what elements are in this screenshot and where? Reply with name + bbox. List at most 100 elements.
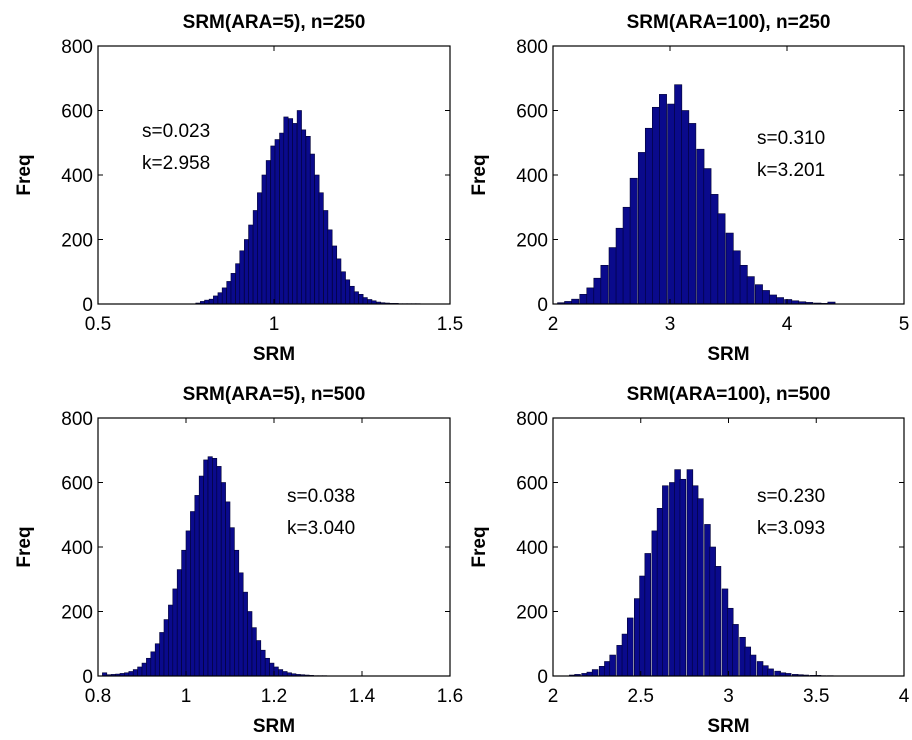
histogram-bar bbox=[212, 458, 218, 677]
histogram-bar bbox=[717, 213, 726, 305]
y-axis-label: Freq bbox=[469, 526, 490, 567]
histogram-bar bbox=[128, 671, 134, 677]
histogram-bar bbox=[159, 632, 165, 677]
histogram-bar bbox=[644, 127, 653, 305]
histogram-bar bbox=[679, 478, 687, 677]
histogram-bar bbox=[358, 294, 364, 305]
histogram-bar bbox=[301, 129, 307, 305]
histogram-bar bbox=[305, 136, 311, 305]
x-tick-label: 5 bbox=[899, 314, 910, 335]
histogram-bar bbox=[749, 654, 757, 677]
kurtosis-annotation: k=3.201 bbox=[757, 160, 825, 181]
histogram-bar bbox=[208, 298, 214, 305]
histogram-bar bbox=[639, 575, 646, 677]
y-tick-label: 0 bbox=[82, 295, 93, 316]
histogram-bar bbox=[229, 527, 235, 677]
kurtosis-annotation: k=2.958 bbox=[142, 153, 210, 174]
histogram-bar bbox=[176, 569, 182, 677]
histogram-bar bbox=[260, 649, 266, 677]
histogram-bar bbox=[220, 482, 226, 677]
histogram-bar bbox=[273, 666, 279, 677]
histogram-bar bbox=[746, 276, 755, 305]
histogram-bar bbox=[269, 662, 275, 677]
histogram-bar bbox=[283, 116, 289, 305]
histogram-bar bbox=[261, 174, 267, 305]
histogram-bar bbox=[318, 192, 324, 305]
histogram-bar bbox=[309, 153, 315, 305]
y-tick-label: 600 bbox=[516, 474, 548, 495]
histogram-bar bbox=[203, 459, 209, 677]
histogram-bar bbox=[762, 665, 769, 677]
histogram-bar bbox=[242, 591, 248, 677]
histogram-bar bbox=[207, 456, 213, 677]
histogram-bar bbox=[615, 227, 624, 305]
histogram-bar bbox=[256, 640, 262, 677]
histogram-bar bbox=[349, 285, 355, 305]
histogram-bar bbox=[609, 654, 616, 677]
histogram-bar bbox=[725, 232, 734, 305]
histogram-bar bbox=[571, 298, 580, 305]
histogram-bar bbox=[732, 624, 739, 677]
histogram-bar bbox=[251, 627, 257, 677]
x-axis-label: SRM bbox=[707, 344, 749, 365]
x-axis-label: SRM bbox=[707, 716, 749, 737]
histogram-bar bbox=[213, 295, 219, 305]
histogram-bar bbox=[367, 299, 373, 305]
x-tick-label: 2 bbox=[548, 686, 559, 707]
y-tick-label: 400 bbox=[516, 538, 548, 559]
histogram-bar bbox=[362, 297, 368, 305]
histogram-bar bbox=[252, 210, 258, 305]
x-tick-label: 3 bbox=[723, 686, 734, 707]
chart-panel-1: 0.5 1 1.5 0 200 400 600 800 SRM(ARA=5), n=250 SRM… bbox=[14, 12, 463, 365]
y-tick-label: 400 bbox=[61, 166, 93, 187]
histogram-bar bbox=[141, 662, 147, 677]
y-tick-label: 400 bbox=[61, 538, 93, 559]
y-axis-label: Freq bbox=[469, 154, 490, 195]
histogram-bar bbox=[637, 152, 646, 305]
histogram-bar bbox=[332, 245, 338, 305]
histogram-bar bbox=[622, 206, 631, 305]
histogram-bar bbox=[696, 148, 705, 305]
histogram-bar bbox=[667, 103, 676, 305]
y-tick-label: 800 bbox=[61, 409, 93, 430]
kurtosis-annotation: k=3.040 bbox=[287, 518, 355, 539]
y-tick-label: 0 bbox=[537, 667, 548, 688]
histogram-bar bbox=[226, 281, 232, 305]
histogram-bar bbox=[154, 643, 160, 677]
histogram-bar bbox=[264, 657, 270, 677]
y-tick-label: 800 bbox=[61, 37, 93, 58]
histogram-bar bbox=[168, 604, 174, 677]
histogram-bar bbox=[761, 290, 770, 305]
y-tick-label: 800 bbox=[516, 37, 548, 58]
histogram-bar bbox=[644, 553, 651, 677]
x-axis-label: SRM bbox=[253, 344, 295, 365]
histogram-bar bbox=[279, 132, 285, 305]
histogram-bar bbox=[282, 671, 288, 677]
histogram-bar bbox=[697, 498, 704, 677]
chart-panel-2: 2 3 4 5 0 200 400 600 800 SRM(ARA=100), n=250 SRM F… bbox=[469, 12, 909, 365]
x-tick-label: 4 bbox=[899, 686, 910, 707]
histogram-bar bbox=[244, 239, 250, 305]
x-tick-label: 1.6 bbox=[437, 686, 463, 707]
histogram-bar bbox=[340, 271, 346, 305]
y-tick-label: 600 bbox=[516, 102, 548, 123]
histogram-bar bbox=[688, 123, 697, 305]
x-tick-label: 1.5 bbox=[437, 314, 463, 335]
y-tick-label: 400 bbox=[516, 166, 548, 187]
x-tick-label: 4 bbox=[782, 314, 793, 335]
chart-title: SRM(ARA=100), n=250 bbox=[627, 12, 831, 33]
histogram-bar bbox=[292, 123, 298, 305]
histogram-bar bbox=[593, 277, 602, 305]
chart-title: SRM(ARA=100), n=500 bbox=[627, 384, 831, 405]
y-tick-label: 800 bbox=[516, 409, 548, 430]
histogram-bar bbox=[198, 475, 204, 677]
histogram-bar bbox=[659, 94, 667, 305]
x-tick-label: 0.5 bbox=[85, 314, 111, 335]
histogram-bar bbox=[629, 177, 638, 305]
chart-title: SRM(ARA=5), n=250 bbox=[183, 12, 366, 33]
histogram-bar bbox=[784, 299, 793, 305]
histogram-bar bbox=[247, 611, 253, 677]
histogram-bar bbox=[681, 110, 690, 305]
histogram-bar bbox=[336, 258, 342, 305]
histogram-bar bbox=[216, 466, 222, 677]
